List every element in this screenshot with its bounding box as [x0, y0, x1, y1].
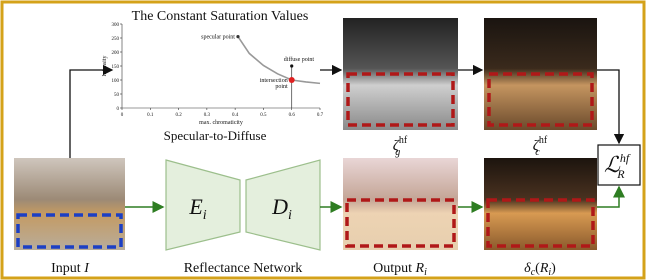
- sub: g: [395, 147, 400, 158]
- text: Input: [51, 261, 84, 276]
- y-tick-label: 100: [112, 79, 120, 84]
- x-tick-label: 0.3: [204, 113, 211, 118]
- arrow: [597, 70, 619, 143]
- var: R: [539, 261, 549, 276]
- image-delta: [484, 158, 597, 250]
- y-tick-label: 300: [112, 23, 120, 28]
- var: I: [83, 261, 90, 276]
- x-tick-label: 0.1: [147, 113, 154, 118]
- caption-input: Input I: [51, 261, 90, 276]
- sub: c: [535, 147, 540, 158]
- annotation: diffuse point: [284, 56, 315, 63]
- paren: ): [551, 261, 556, 276]
- image-input: [14, 158, 125, 250]
- caption-output: Output Ri: [373, 261, 427, 278]
- annotation: point: [275, 84, 288, 90]
- y-tick-label: 200: [112, 51, 120, 56]
- x-tick-label: 0.6: [289, 113, 296, 118]
- encoder: [166, 160, 240, 250]
- intersection-point: [289, 77, 295, 83]
- arrow: [70, 70, 112, 158]
- x-tick-label: 0.2: [175, 113, 182, 118]
- x-tick-label: 0.4: [232, 113, 239, 118]
- plot-caption: Specular-to-Diffuse: [164, 128, 267, 143]
- var: D: [271, 194, 288, 219]
- x-tick-label: 0: [121, 113, 124, 118]
- y-tick-label: 0: [117, 107, 120, 112]
- specular-point: [236, 35, 239, 38]
- annotation: specular point: [201, 35, 235, 41]
- y-tick-label: 150: [112, 65, 120, 70]
- diffuse-point: [290, 64, 293, 67]
- text: Output: [373, 261, 415, 276]
- sup: hf: [399, 135, 408, 146]
- var: E: [188, 194, 203, 219]
- plot: 0 0.1 0.2 0.3 0.4 0.5 0.6 0.7 0 50 100 150 200 250 300…: [102, 23, 324, 126]
- var: R: [415, 261, 425, 276]
- caption-delta: δc(Ri): [524, 261, 556, 278]
- sub: i: [203, 208, 207, 223]
- y-axis-label: Intensity: [102, 56, 108, 77]
- x-tick-label: 0.5: [260, 113, 267, 118]
- y-tick-label: 50: [114, 93, 120, 98]
- x-axis-label: max. chromaticity: [199, 120, 243, 126]
- image-output: [343, 158, 458, 250]
- figure: The Constant Saturation Values 0 0.1 0.2 0.…: [0, 0, 646, 280]
- sup: hf: [539, 135, 548, 146]
- plot-title: The Constant Saturation Values: [132, 9, 309, 24]
- sub: R: [616, 167, 625, 181]
- sub: i: [288, 208, 292, 223]
- sub: i: [424, 267, 427, 278]
- x-tick-label: 0.7: [317, 113, 324, 118]
- caption-network: Reflectance Network: [184, 261, 303, 276]
- y-tick-label: 250: [112, 37, 120, 42]
- arrow: [597, 187, 619, 207]
